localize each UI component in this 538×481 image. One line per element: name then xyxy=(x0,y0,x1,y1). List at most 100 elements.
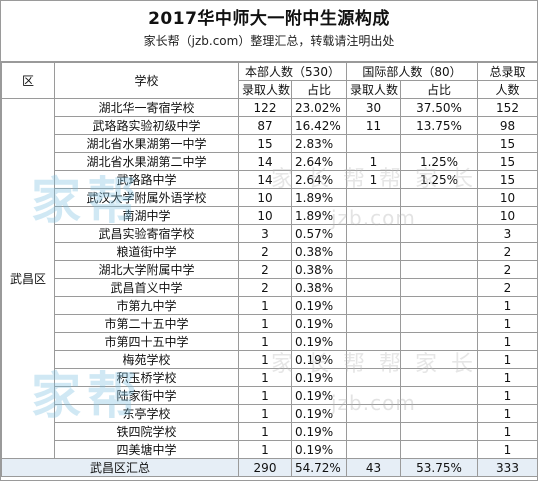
total-admit: 1 xyxy=(477,404,538,423)
school-name: 武珞路实验初级中学 xyxy=(54,116,239,135)
total-admit: 1 xyxy=(477,422,538,441)
guoji-admit xyxy=(346,350,401,369)
benbu-admit: 10 xyxy=(238,188,292,207)
school-name: 市第九中学 xyxy=(54,296,239,315)
benbu-admit: 1 xyxy=(238,332,292,351)
guoji-ratio xyxy=(400,404,478,423)
total-admit: 3 xyxy=(477,224,538,243)
table-body: 武昌区 湖北华一寄宿学校 122 23.02% 30 37.50% 152 武珞路实验初级中学… xyxy=(1,98,538,477)
total-admit: 10 xyxy=(477,206,538,225)
benbu-ratio: 1.89% xyxy=(291,188,347,207)
total-admit: 2 xyxy=(477,242,538,261)
total-admit: 2 xyxy=(477,278,538,297)
total-admit: 1 xyxy=(477,296,538,315)
total-admit: 1 xyxy=(477,368,538,387)
benbu-ratio: 0.19% xyxy=(291,440,347,459)
guoji-ratio xyxy=(400,134,478,153)
guoji-admit xyxy=(346,224,401,243)
benbu-admit: 14 xyxy=(238,170,292,189)
guoji-admit xyxy=(346,206,401,225)
table-row: 湖北省水果湖第一中学 15 2.83% 15 xyxy=(2,134,538,153)
school-name: 市第四十五中学 xyxy=(54,332,239,351)
benbu-ratio: 0.19% xyxy=(291,314,347,333)
table-row: 湖北大学附属中学 2 0.38% 2 xyxy=(2,260,538,279)
benbu-admit: 1 xyxy=(238,440,292,459)
school-name: 湖北大学附属中学 xyxy=(54,260,239,279)
total-admit: 1 xyxy=(477,386,538,405)
school-name: 梅苑学校 xyxy=(54,350,239,369)
guoji-ratio: 1.25% xyxy=(400,152,478,171)
benbu-admit: 1 xyxy=(238,368,292,387)
guoji-admit xyxy=(346,386,401,405)
table-row: 铁四院学校 1 0.19% 1 xyxy=(2,422,538,441)
table-row: 武珞路实验初级中学 87 16.42% 11 13.75% 98 xyxy=(2,116,538,135)
table-row: 市第四十五中学 1 0.19% 1 xyxy=(2,332,538,351)
table-row: 粮道街中学 2 0.38% 2 xyxy=(2,242,538,261)
benbu-ratio: 0.19% xyxy=(291,332,347,351)
guoji-ratio xyxy=(400,296,478,315)
table-row: 梅苑学校 1 0.19% 1 xyxy=(2,350,538,369)
benbu-ratio: 23.02% xyxy=(291,98,347,117)
guoji-admit xyxy=(346,134,401,153)
benbu-admit: 1 xyxy=(238,350,292,369)
total-admit: 15 xyxy=(477,152,538,171)
guoji-ratio xyxy=(400,386,478,405)
table-row: 市第九中学 1 0.19% 1 xyxy=(2,296,538,315)
table-row: 市第二十五中学 1 0.19% 1 xyxy=(2,314,538,333)
school-name: 东亭学校 xyxy=(54,404,239,423)
benbu-ratio: 0.38% xyxy=(291,278,347,297)
benbu-ratio: 16.42% xyxy=(291,116,347,135)
benbu-ratio: 0.19% xyxy=(291,368,347,387)
header-guoji-admit: 录取人数 xyxy=(346,80,401,99)
benbu-admit: 1 xyxy=(238,314,292,333)
summary-row: 武昌区汇总 290 54.72% 43 53.75% 333 xyxy=(1,458,538,477)
total-admit: 152 xyxy=(477,98,538,117)
guoji-admit xyxy=(346,404,401,423)
guoji-admit xyxy=(346,440,401,459)
benbu-admit: 2 xyxy=(238,260,292,279)
school-name: 武昌首义中学 xyxy=(54,278,239,297)
total-admit: 1 xyxy=(477,350,538,369)
table-row: 东亭学校 1 0.19% 1 xyxy=(2,404,538,423)
school-name: 湖北省水果湖第二中学 xyxy=(54,152,239,171)
school-name: 南湖中学 xyxy=(54,206,239,225)
total-admit: 15 xyxy=(477,170,538,189)
summary-benbu-ratio: 54.72% xyxy=(291,458,347,477)
guoji-ratio xyxy=(400,332,478,351)
header-benbu-group: 本部人数（530） xyxy=(238,62,347,81)
benbu-ratio: 2.64% xyxy=(291,170,347,189)
benbu-admit: 3 xyxy=(238,224,292,243)
guoji-ratio xyxy=(400,224,478,243)
table-row: 南湖中学 10 1.89% 10 xyxy=(2,206,538,225)
guoji-ratio xyxy=(400,422,478,441)
guoji-admit: 30 xyxy=(346,98,401,117)
total-admit: 1 xyxy=(477,332,538,351)
guoji-ratio xyxy=(400,278,478,297)
region-cell: 武昌区 xyxy=(1,98,55,459)
benbu-ratio: 0.38% xyxy=(291,260,347,279)
total-admit: 10 xyxy=(477,188,538,207)
header-benbu-admit: 录取人数 xyxy=(238,80,292,99)
guoji-ratio xyxy=(400,314,478,333)
enrollment-table: 区 学校 本部人数（530） 国际部人数（80） 总录取 录取人数 占比 录取人… xyxy=(1,62,538,477)
guoji-admit xyxy=(346,242,401,261)
benbu-admit: 15 xyxy=(238,134,292,153)
header-total-line1: 总录取 xyxy=(477,62,538,81)
school-name: 市第二十五中学 xyxy=(54,314,239,333)
guoji-ratio xyxy=(400,260,478,279)
table-row: 湖北省水果湖第二中学 14 2.64% 1 1.25% 15 xyxy=(2,152,538,171)
table-row: 陆家街中学 1 0.19% 1 xyxy=(2,386,538,405)
guoji-admit xyxy=(346,278,401,297)
table-row: 武珞路中学 14 2.64% 1 1.25% 15 xyxy=(2,170,538,189)
guoji-admit xyxy=(346,260,401,279)
school-name: 铁四院学校 xyxy=(54,422,239,441)
total-admit: 1 xyxy=(477,314,538,333)
benbu-ratio: 2.64% xyxy=(291,152,347,171)
school-name: 湖北省水果湖第一中学 xyxy=(54,134,239,153)
header-total-line2: 人数 xyxy=(477,80,538,99)
guoji-ratio xyxy=(400,188,478,207)
school-name: 四美塘中学 xyxy=(54,440,239,459)
benbu-admit: 1 xyxy=(238,422,292,441)
guoji-admit xyxy=(346,296,401,315)
